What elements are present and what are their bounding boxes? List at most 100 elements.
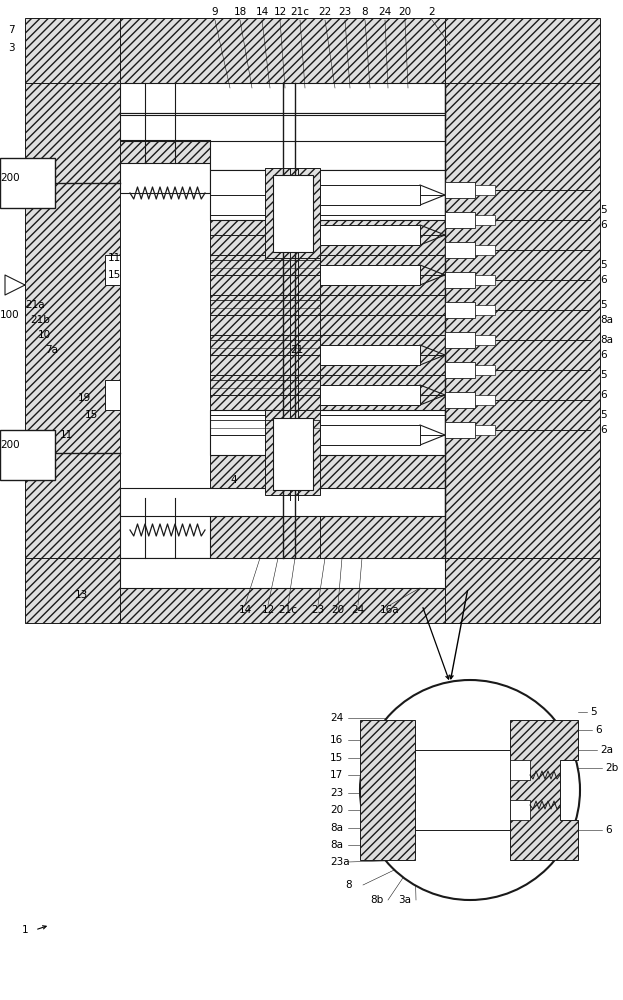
Text: 8: 8	[362, 7, 368, 17]
Text: 11: 11	[60, 430, 74, 440]
Bar	[320, 265, 420, 285]
Text: 15: 15	[85, 410, 98, 420]
Bar	[25, 83, 120, 558]
Text: 2a: 2a	[600, 745, 613, 755]
Text: 8a: 8a	[330, 840, 343, 850]
Text: 7: 7	[8, 25, 14, 35]
Text: 6: 6	[600, 350, 607, 360]
Bar	[273, 175, 313, 252]
Text: 21c: 21c	[290, 7, 310, 17]
Bar	[120, 558, 445, 588]
Bar	[475, 425, 495, 435]
Text: 14: 14	[239, 605, 252, 615]
Text: 23: 23	[330, 788, 343, 798]
Text: 10: 10	[38, 330, 51, 340]
Bar	[265, 410, 320, 495]
Bar	[120, 163, 210, 193]
Bar	[445, 332, 475, 348]
Bar	[475, 335, 495, 345]
Bar	[320, 83, 445, 558]
Bar	[120, 83, 445, 113]
Text: 6: 6	[605, 825, 612, 835]
Text: 23: 23	[338, 7, 351, 17]
Bar	[475, 185, 495, 195]
Text: 7a: 7a	[45, 345, 58, 355]
Bar	[475, 275, 495, 285]
Bar	[475, 215, 495, 225]
Text: 11: 11	[108, 253, 121, 263]
Bar	[475, 365, 495, 375]
Text: 16: 16	[330, 735, 343, 745]
Text: 8a: 8a	[600, 335, 613, 345]
Text: 2: 2	[429, 7, 435, 17]
Text: 8b: 8b	[370, 895, 383, 905]
Text: 6: 6	[600, 220, 607, 230]
Polygon shape	[510, 720, 578, 860]
Bar	[120, 113, 445, 141]
Text: 200: 200	[0, 173, 20, 183]
Bar	[120, 498, 210, 558]
Text: 9: 9	[212, 7, 218, 17]
Bar	[25, 18, 120, 83]
Bar	[445, 212, 475, 228]
Text: 4: 4	[230, 475, 237, 485]
Bar	[0, 158, 55, 208]
Bar	[445, 18, 600, 86]
Text: 8a: 8a	[600, 315, 613, 325]
Bar	[120, 558, 515, 623]
Bar	[445, 182, 475, 198]
Text: 12: 12	[262, 605, 275, 615]
Bar	[445, 392, 475, 408]
Text: 5: 5	[600, 370, 607, 380]
Bar	[120, 488, 445, 516]
Text: 5: 5	[600, 260, 607, 270]
Bar	[445, 558, 600, 623]
Bar	[210, 410, 445, 455]
Text: 6: 6	[600, 275, 607, 285]
Bar	[120, 83, 210, 163]
Text: 8: 8	[345, 880, 351, 890]
Bar	[0, 430, 55, 480]
Bar	[320, 345, 420, 365]
Bar	[415, 750, 510, 830]
Bar	[210, 130, 445, 170]
Text: 5: 5	[600, 410, 607, 420]
Text: 100: 100	[0, 310, 20, 320]
Text: 200: 200	[0, 440, 20, 450]
Text: 8a: 8a	[330, 823, 343, 833]
Text: 17: 17	[330, 770, 343, 780]
Text: 15: 15	[330, 753, 343, 763]
Bar	[445, 83, 600, 558]
Text: 21: 21	[290, 345, 303, 355]
Text: 3a: 3a	[398, 895, 411, 905]
Text: 21a: 21a	[25, 300, 45, 310]
Text: 21b: 21b	[30, 315, 50, 325]
Bar	[475, 305, 495, 315]
Bar	[320, 425, 420, 445]
Text: 15: 15	[108, 270, 121, 280]
Text: 2b: 2b	[605, 763, 618, 773]
Bar	[475, 245, 495, 255]
Bar	[510, 760, 530, 780]
Text: 23a: 23a	[330, 857, 350, 867]
Text: 21c: 21c	[278, 605, 298, 615]
Text: 12: 12	[273, 7, 287, 17]
Bar	[320, 225, 420, 245]
Bar	[445, 242, 475, 258]
Bar	[320, 185, 420, 205]
Text: 5: 5	[600, 300, 607, 310]
Text: 6: 6	[600, 425, 607, 435]
Bar	[25, 558, 120, 623]
Polygon shape	[5, 275, 25, 295]
Text: 19: 19	[78, 393, 91, 403]
Text: 20: 20	[331, 605, 345, 615]
Bar	[120, 500, 210, 558]
Text: 5: 5	[590, 707, 597, 717]
Polygon shape	[360, 720, 430, 860]
Text: 24: 24	[351, 605, 364, 615]
Bar	[445, 362, 475, 378]
Text: 5: 5	[600, 205, 607, 215]
Text: 13: 13	[75, 590, 88, 600]
Text: 14: 14	[255, 7, 269, 17]
Text: 20: 20	[330, 805, 343, 815]
